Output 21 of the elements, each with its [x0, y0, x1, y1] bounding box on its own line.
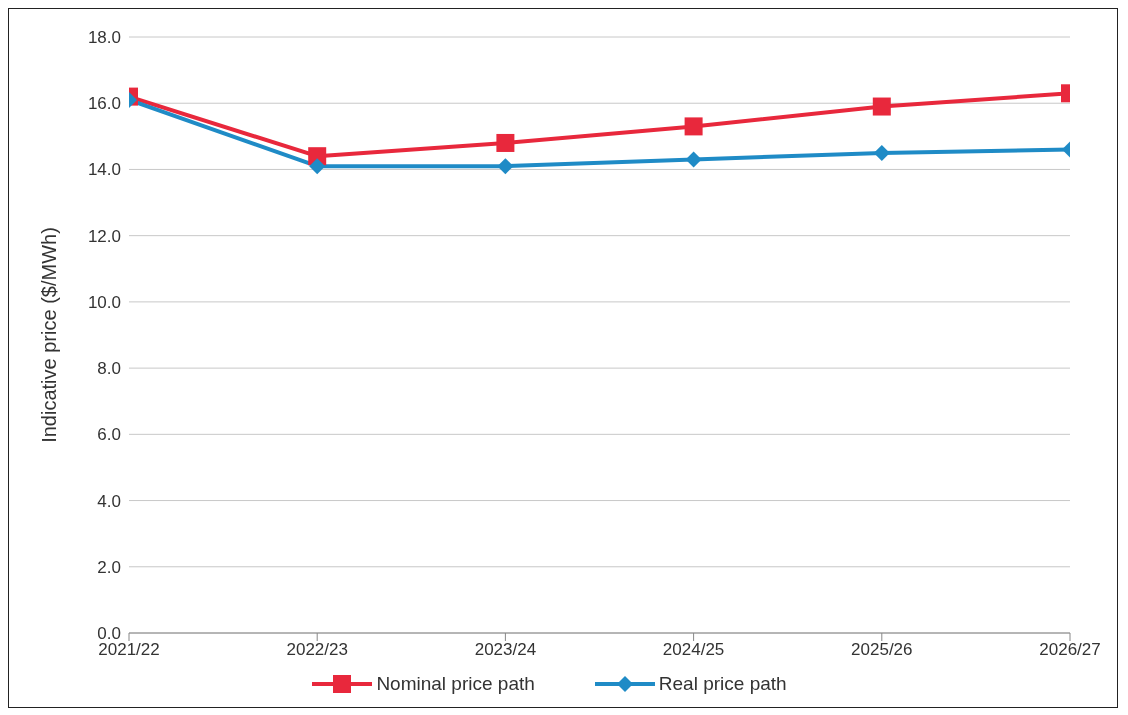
point — [496, 133, 515, 152]
y-tick-label: 12.0 — [87, 226, 121, 246]
y-tick-label: 14.0 — [87, 160, 121, 180]
y-tick-label: 6.0 — [97, 425, 121, 445]
legend-label: Real price path — [657, 673, 787, 695]
legend-label: Nominal price path — [375, 673, 535, 695]
y-tick-label: 2.0 — [97, 557, 121, 577]
x-tick-label: 2023/24 — [474, 640, 537, 660]
point — [684, 117, 703, 136]
y-tick-label: 4.0 — [97, 491, 121, 511]
y-axis-title: Indicative price ($/MWh) — [38, 227, 61, 443]
x-tick-label: 2024/25 — [662, 640, 725, 660]
point — [685, 151, 702, 168]
y-tick-label: 10.0 — [87, 292, 121, 312]
point — [497, 158, 514, 175]
y-tick-label: 8.0 — [97, 359, 121, 379]
y-tick-label: 16.0 — [87, 94, 121, 114]
x-tick-label: 2026/27 — [1039, 640, 1101, 660]
x-tick-label: 2022/23 — [286, 640, 348, 660]
y-tick-label: 18.0 — [87, 28, 121, 48]
x-tick-label: 2025/26 — [851, 640, 913, 660]
